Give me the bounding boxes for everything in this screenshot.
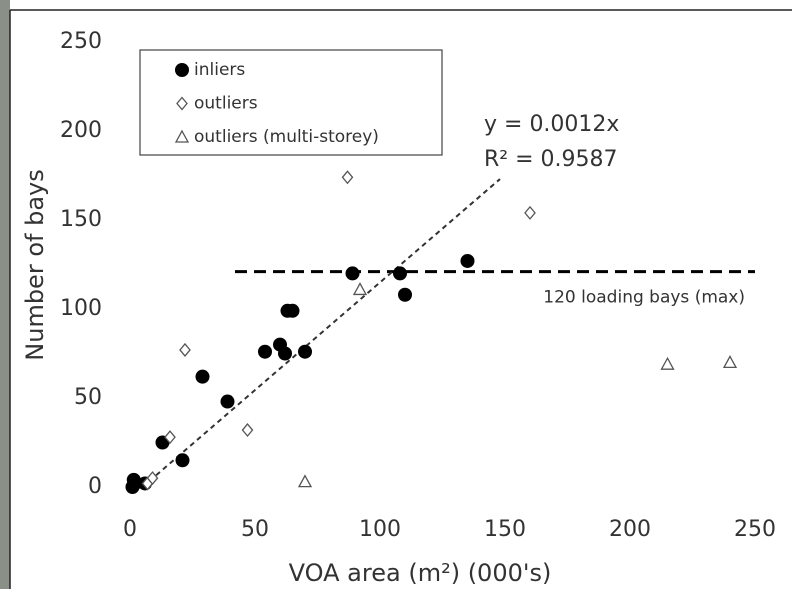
legend-marker (176, 96, 188, 111)
y-axis-label: Number of bays (21, 169, 49, 360)
x-tick-label: 250 (734, 517, 776, 542)
legend-box (139, 49, 443, 156)
point (258, 344, 272, 359)
x-tick-label: 50 (241, 517, 269, 542)
point (241, 423, 254, 438)
point (297, 474, 313, 488)
point (195, 369, 210, 384)
legend-label: outliers (194, 94, 258, 114)
background-strip (0, 0, 10, 589)
point (660, 356, 675, 370)
point (722, 355, 738, 369)
y-tick-label: 250 (60, 29, 102, 54)
trend-r-squared: R² = 0.9587 (484, 147, 618, 172)
y-tick-label: 200 (60, 118, 102, 143)
y-tick-label: 150 (60, 207, 102, 232)
trend-equation: y = 0.0012x (484, 112, 619, 137)
x-axis-label: VOA area (m²) (000's) (289, 559, 552, 587)
legend-marker (174, 129, 190, 143)
point (179, 342, 191, 357)
y-tick-label: 0 (88, 474, 102, 499)
point (220, 394, 235, 409)
legend-label: inliers (194, 60, 245, 80)
point (341, 170, 354, 185)
legend-label: outliers (multi-storey) (194, 127, 379, 147)
point (398, 287, 412, 302)
x-tick-label: 100 (359, 517, 401, 542)
reference-label: 120 loading bays (max) (543, 288, 745, 308)
point (460, 253, 475, 268)
point (352, 282, 368, 296)
legend-marker (175, 63, 189, 77)
point (298, 344, 312, 359)
point (345, 266, 360, 281)
x-tick-label: 0 (123, 517, 137, 542)
point (393, 266, 407, 281)
x-tick-label: 200 (609, 517, 651, 542)
point (128, 476, 142, 491)
point (175, 453, 190, 468)
x-tick-label: 150 (484, 517, 526, 542)
point (146, 471, 159, 486)
point (524, 205, 536, 220)
y-tick-label: 50 (74, 385, 102, 410)
point (278, 346, 292, 361)
trend-line (141, 178, 501, 488)
point (164, 430, 176, 445)
point (285, 303, 300, 318)
y-tick-label: 100 (60, 296, 102, 321)
